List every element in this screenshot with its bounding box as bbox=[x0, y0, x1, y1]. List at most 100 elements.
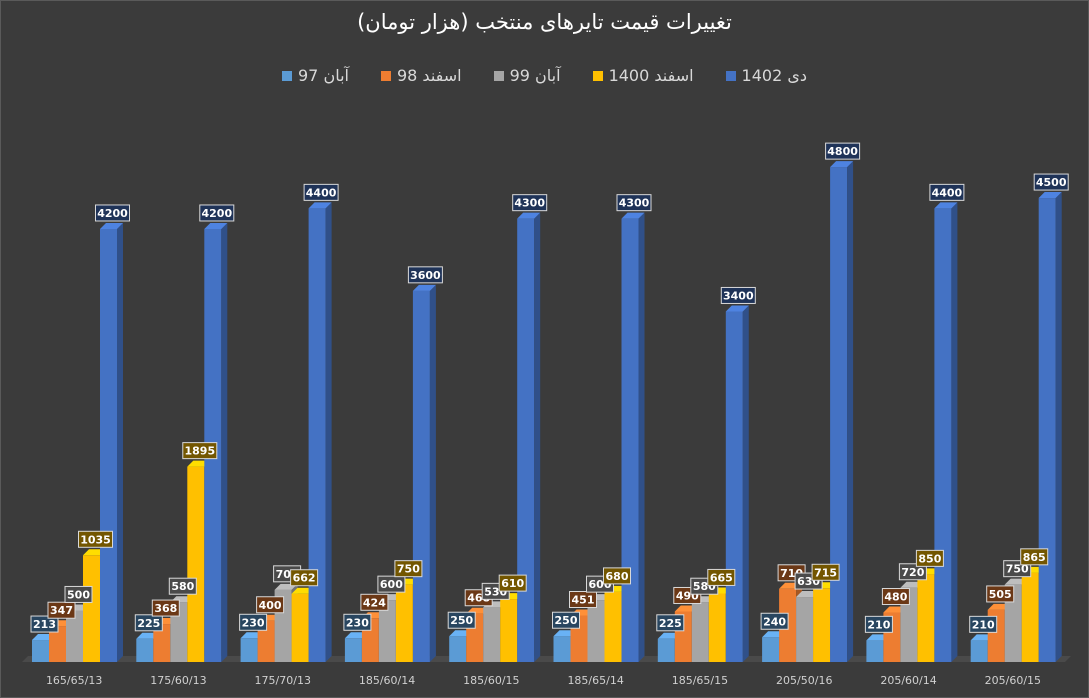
data-label-text: 225 bbox=[137, 617, 160, 630]
data-label: 680 bbox=[603, 567, 631, 585]
data-label-text: 665 bbox=[710, 571, 733, 584]
bar-front bbox=[344, 638, 362, 662]
x-tick-label: 165/65/13 bbox=[46, 674, 102, 687]
bar-front bbox=[291, 593, 309, 662]
bar-top bbox=[934, 202, 958, 209]
data-label-box bbox=[811, 563, 840, 581]
bar-front bbox=[1004, 584, 1022, 662]
bar-side bbox=[742, 305, 749, 662]
data-label: 4400 bbox=[303, 183, 339, 201]
data-label-box bbox=[603, 567, 631, 585]
bar-front bbox=[691, 602, 709, 662]
bar-front bbox=[49, 626, 66, 662]
data-label: 4200 bbox=[199, 204, 235, 222]
bar-side bbox=[847, 161, 854, 662]
x-tick-label: 185/60/14 bbox=[359, 674, 415, 687]
data-label-text: 610 bbox=[501, 577, 524, 590]
data-label: 720 bbox=[898, 563, 927, 581]
data-label-box bbox=[447, 611, 476, 629]
data-label-text: 4800 bbox=[827, 145, 858, 158]
data-label: 4400 bbox=[929, 183, 965, 201]
bar-front bbox=[1021, 572, 1039, 662]
data-label-text: 4400 bbox=[306, 186, 337, 199]
bar-front bbox=[970, 640, 988, 662]
data-label-text: 225 bbox=[659, 617, 682, 630]
data-label-text: 680 bbox=[606, 570, 629, 583]
data-label: 4300 bbox=[512, 194, 548, 212]
legend-label: دی 1402 bbox=[741, 66, 807, 85]
data-label: 250 bbox=[552, 611, 580, 629]
data-label: 213 bbox=[30, 615, 59, 633]
data-label-box bbox=[616, 194, 652, 212]
data-label: 600 bbox=[377, 575, 406, 593]
bar-side bbox=[1055, 192, 1062, 663]
data-label-text: 347 bbox=[50, 604, 73, 617]
data-label: 865 bbox=[1020, 548, 1049, 566]
data-label-box bbox=[377, 575, 406, 593]
bar-front bbox=[725, 311, 743, 662]
data-label: 3600 bbox=[407, 266, 443, 284]
bar-front bbox=[830, 167, 848, 662]
data-label-text: 240 bbox=[763, 615, 786, 628]
data-label-box bbox=[199, 204, 235, 222]
bar-front bbox=[395, 584, 413, 662]
data-label-text: 368 bbox=[154, 602, 177, 615]
legend-item: آبان 99 bbox=[493, 66, 561, 85]
bar-front bbox=[83, 555, 100, 662]
bar-front bbox=[32, 640, 49, 662]
data-label-text: 715 bbox=[814, 566, 837, 579]
bar-side bbox=[221, 222, 228, 663]
data-label: 368 bbox=[151, 599, 180, 617]
data-label: 225 bbox=[134, 614, 163, 632]
bar-top bbox=[204, 222, 228, 229]
data-label-text: 424 bbox=[363, 596, 386, 609]
data-label-text: 4400 bbox=[932, 186, 963, 199]
legend-swatch bbox=[493, 70, 504, 81]
bar bbox=[308, 202, 332, 663]
data-label-box bbox=[929, 183, 965, 201]
data-label-text: 1895 bbox=[184, 445, 215, 458]
data-label-box bbox=[498, 574, 527, 592]
data-label: 580 bbox=[168, 577, 197, 595]
bar-front bbox=[813, 588, 831, 662]
bar bbox=[1038, 192, 1062, 663]
legend-item: اسفند 98 bbox=[380, 66, 462, 85]
data-label: 347 bbox=[47, 601, 76, 619]
data-label-box bbox=[151, 599, 180, 617]
x-tick-label: 205/50/16 bbox=[776, 674, 832, 687]
bar-front bbox=[900, 587, 918, 662]
bar-front bbox=[1038, 198, 1056, 663]
data-label-text: 600 bbox=[380, 578, 403, 591]
data-label-box bbox=[969, 615, 998, 633]
data-label-text: 4300 bbox=[514, 197, 545, 210]
data-label: 210 bbox=[969, 615, 998, 633]
data-label: 240 bbox=[760, 612, 789, 630]
data-label-text: 4200 bbox=[97, 207, 128, 220]
legend-swatch bbox=[592, 70, 603, 81]
bar bbox=[100, 222, 123, 663]
data-label-text: 250 bbox=[450, 614, 473, 627]
data-label-box bbox=[290, 569, 319, 587]
data-label-box bbox=[864, 615, 893, 633]
data-label: 662 bbox=[290, 569, 319, 587]
data-label: 4300 bbox=[616, 194, 652, 212]
bar-front bbox=[412, 290, 430, 662]
legend-item: آبان 97 bbox=[282, 66, 349, 85]
bar-top bbox=[308, 202, 332, 209]
data-label: 850 bbox=[915, 549, 944, 567]
bar-side bbox=[117, 222, 123, 663]
bar-front bbox=[553, 636, 571, 662]
legend-label: اسفند 98 bbox=[396, 66, 462, 85]
data-label-box bbox=[134, 614, 163, 632]
x-tick-label: 205/60/14 bbox=[880, 674, 936, 687]
data-label-text: 3600 bbox=[410, 269, 441, 282]
bar-top bbox=[100, 222, 123, 229]
data-label-text: 213 bbox=[33, 618, 56, 631]
bar-front bbox=[378, 600, 396, 662]
bar-side bbox=[951, 202, 958, 663]
data-label-text: 230 bbox=[346, 616, 369, 629]
legend: آبان 97 اسفند 98 آبان 99 اسفند 1400 دی 1402 bbox=[0, 66, 1089, 85]
bar-top bbox=[725, 305, 749, 312]
bar-front bbox=[136, 638, 154, 662]
bar bbox=[725, 305, 749, 662]
